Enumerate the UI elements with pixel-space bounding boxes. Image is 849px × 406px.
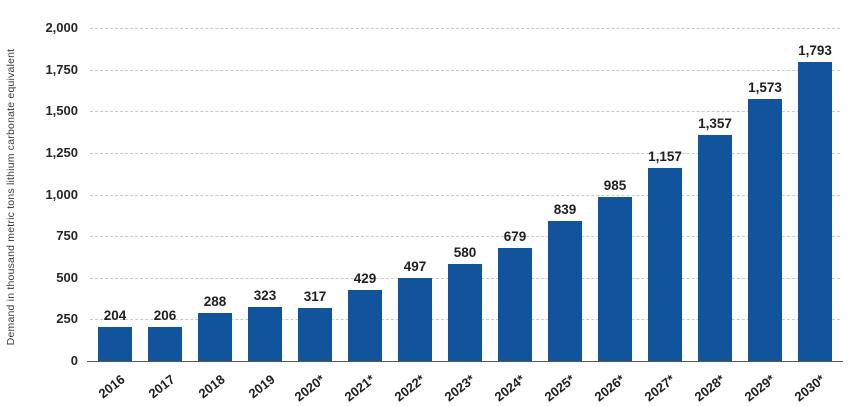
bar-slot: 317 [290,28,340,361]
x-tick-label: 2030* [791,371,828,405]
bar-value-label: 497 [403,259,427,274]
bar-value-label: 1,573 [748,80,782,95]
bar [148,327,182,361]
bar [398,278,432,361]
bar-slot: 204 [90,28,140,361]
bar-value-label: 204 [103,308,127,323]
x-tick-label: 2023* [441,371,478,405]
bar-value-label: 679 [503,229,527,244]
bar-slot: 1,793 [790,28,840,361]
gridline [90,152,840,154]
x-axis-tick-labels: 2016 2017 2018 2019 2020* 2021* 2022* 2023* 2024… [90,361,840,406]
bar-slot: 1,573 [740,28,790,361]
x-tick-label: 2021* [341,371,378,405]
y-tick-label: 1,000 [45,186,78,202]
x-tick-label: 2017 [145,371,178,402]
bar-value-label: 1,157 [648,149,682,164]
x-tick-label: 2025* [541,371,578,405]
bar-value-label: 580 [453,245,477,260]
bar-slot: 1,357 [690,28,740,361]
x-tick-label: 2028* [691,371,728,405]
y-tick-label: 500 [56,269,78,285]
plot-area: 204 206 288 323 317 429 497 580 679 839 985 1,157 1,… [87,28,843,362]
x-tick-label: 2016 [95,371,128,402]
x-tick-label: 2020* [291,371,328,405]
bar [348,290,382,361]
bar [298,308,332,361]
y-tick-label: 1,500 [45,103,78,119]
bar [698,135,732,361]
bar-value-label: 1,357 [698,116,732,131]
bar [248,307,282,361]
gridline [90,194,840,196]
bar [448,264,482,361]
bar [648,168,682,361]
bar-slot: 1,157 [640,28,690,361]
gridline [90,236,840,238]
y-tick-label: 1,250 [45,144,78,160]
bar-value-label: 317 [303,289,327,304]
x-axis-line [87,361,843,362]
bar-slot: 497 [390,28,440,361]
bar [798,62,832,361]
bar-value-label: 206 [153,308,177,323]
bar-slot: 679 [490,28,540,361]
y-axis-tick-labels: 0 250 500 750 1,000 1,250 1,500 1,750 2,000 [0,21,78,368]
gridline [90,111,840,113]
x-tick-label: 2027* [641,371,678,405]
gridline [90,69,840,71]
x-tick-label: 2024* [491,371,528,405]
bar-value-label: 1,793 [798,43,832,58]
y-tick-label: 0 [70,353,78,368]
bar-slot: 288 [190,28,240,361]
bar [98,327,132,361]
bar [598,197,632,361]
x-tick-label: 2026* [591,371,628,405]
bar [198,313,232,361]
bar [548,221,582,361]
bar-value-label: 323 [253,288,277,303]
x-tick-label: 2019 [245,371,278,402]
bar-slot: 580 [440,28,490,361]
bar-slot: 206 [140,28,190,361]
bar-series: 204 206 288 323 317 429 497 580 679 839 985 1,157 1,… [90,28,840,361]
bar-value-label: 839 [553,202,577,217]
y-tick-label: 1,750 [45,61,78,77]
x-tick-label: 2018 [195,371,228,402]
y-tick-label: 250 [56,311,78,327]
y-tick-label: 750 [56,228,78,244]
bar-slot: 839 [540,28,590,361]
bar-value-label: 429 [353,271,377,286]
bar-slot: 429 [340,28,390,361]
x-tick-label: 2022* [391,371,428,405]
bar [748,99,782,361]
gridline [90,28,840,29]
y-tick-label: 2,000 [45,20,78,35]
bar-value-label: 985 [603,178,627,193]
bar-value-label: 288 [203,294,227,309]
bar-slot: 985 [590,28,640,361]
bar [498,248,532,361]
bar-slot: 323 [240,28,290,361]
x-tick-label: 2029* [741,371,778,405]
